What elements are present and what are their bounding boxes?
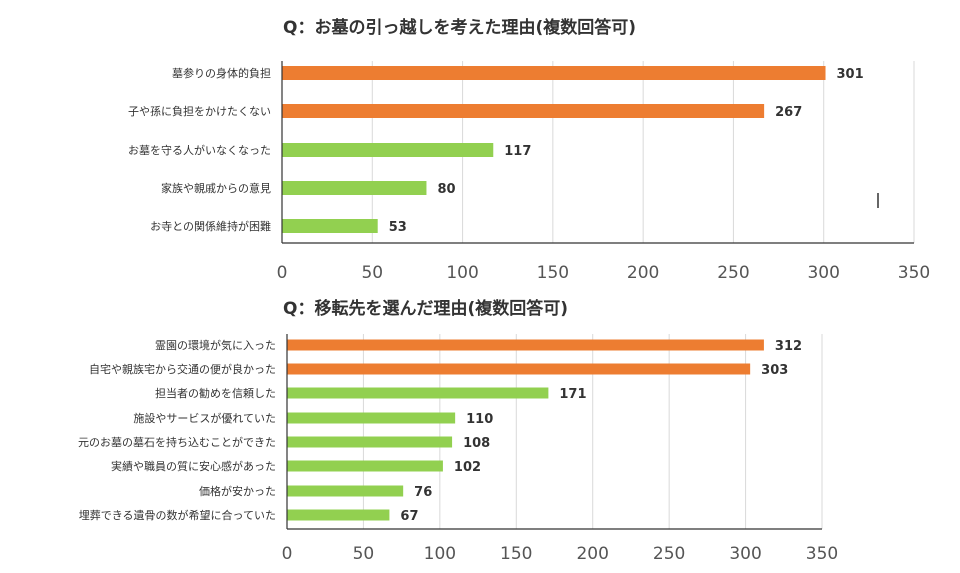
chart1-bar xyxy=(282,66,826,80)
chart1-value-label: 53 xyxy=(389,220,407,235)
chart2-tick-label: 200 xyxy=(576,544,608,564)
chart2-category-label: 実績や職員の質に安心感があった xyxy=(111,459,276,473)
chart2-category-label: 価格が安かった xyxy=(199,484,276,498)
chart2-category-label: 担当者の勧めを信頼した xyxy=(155,386,276,400)
chart1-tick-label: 200 xyxy=(627,263,659,283)
chart2-category-label: 元のお墓の墓石を持ち込むことができた xyxy=(78,435,276,449)
chart2-bar xyxy=(287,436,453,448)
chart1-value-label: 301 xyxy=(837,67,864,82)
chart1-tick-label: 100 xyxy=(446,263,478,283)
chart2-bar xyxy=(287,460,443,472)
chart1-value-label: 117 xyxy=(504,144,531,159)
chart1-bar xyxy=(282,181,427,195)
chart2-bar xyxy=(287,509,390,521)
chart2-value-label: 312 xyxy=(775,339,802,354)
chart1-category-label: 子や孫に負担をかけたくない xyxy=(128,104,271,118)
chart2-value-label: 67 xyxy=(400,509,418,524)
chart2-bar xyxy=(287,387,549,399)
chart1-value-label: 80 xyxy=(437,182,455,197)
chart1-category-label: 家族や親戚からの意見 xyxy=(161,181,271,195)
chart1-bar xyxy=(282,104,765,118)
chart2-tick-label: 300 xyxy=(729,544,761,564)
chart2-value-label: 171 xyxy=(559,387,586,402)
chart2-value-label: 76 xyxy=(414,485,432,500)
chart2-tick-label: 150 xyxy=(500,544,532,564)
chart2-category-label: 自宅や親族宅から交通の便が良かった xyxy=(89,362,276,376)
chart1-category-label: お寺との関係維持が困難 xyxy=(150,219,271,233)
chart1-tick-label: 300 xyxy=(807,263,839,283)
chart1-tick-label: 250 xyxy=(717,263,749,283)
chart2-bar xyxy=(287,412,456,424)
chart2-tick-label: 50 xyxy=(353,544,375,564)
chart2-tick-label: 0 xyxy=(282,544,293,564)
chart2-tick-label: 350 xyxy=(806,544,838,564)
chart1-bar xyxy=(282,143,494,157)
chart2-category-label: 施設やサービスが優れていた xyxy=(133,411,276,425)
chart2-tick-label: 100 xyxy=(424,544,456,564)
chart2-value-label: 108 xyxy=(463,436,490,451)
chart2-value-label: 102 xyxy=(454,460,481,475)
chart2-bar xyxy=(287,485,404,497)
chart2-bar xyxy=(287,363,751,375)
chart2-bar xyxy=(287,339,764,351)
chart1-tick-label: 0 xyxy=(277,263,288,283)
chart1-category-label: 墓参りの身体的負担 xyxy=(172,66,271,80)
chart1-tick-label: 50 xyxy=(361,263,383,283)
chart2-title: Q：移転先を選んだ理由(複数回答可) xyxy=(283,298,568,319)
chart2-category-label: 埋葬できる遺骨の数が希望に合っていた xyxy=(79,508,276,522)
chart1-category-label: お墓を守る人がいなくなった xyxy=(128,143,271,157)
chart2-value-label: 110 xyxy=(466,412,493,427)
chart1-tick-label: 350 xyxy=(898,263,930,283)
chart2-tick-label: 250 xyxy=(653,544,685,564)
chart1-bar xyxy=(282,219,378,233)
chart1-title: Q：お墓の引っ越しを考えた理由(複数回答可) xyxy=(283,17,636,38)
chart2-category-label: 霊園の環境が気に入った xyxy=(155,338,276,352)
chart1-value-label: 267 xyxy=(775,105,802,120)
chart1-tick-label: 150 xyxy=(537,263,569,283)
chart2-value-label: 303 xyxy=(761,363,788,378)
